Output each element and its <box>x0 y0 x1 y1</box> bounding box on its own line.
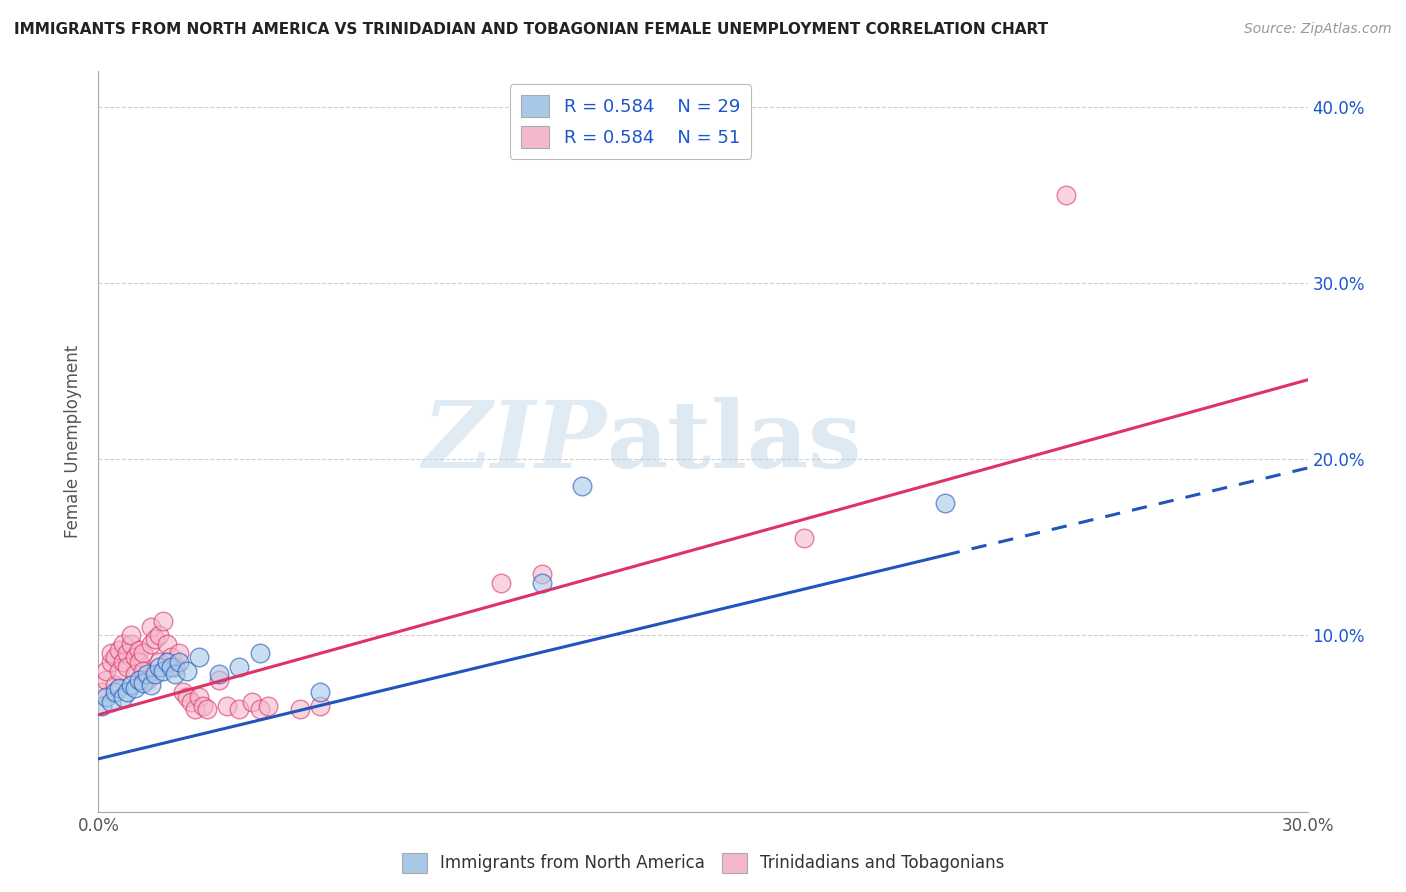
Point <box>249 646 271 660</box>
Point <box>139 678 162 692</box>
Point <box>148 628 170 642</box>
Point <box>111 690 134 705</box>
Point <box>103 685 125 699</box>
Point <box>176 690 198 705</box>
Point <box>167 646 190 660</box>
Point <box>160 660 183 674</box>
Legend: Immigrants from North America, Trinidadians and Tobagonians: Immigrants from North America, Trinidadi… <box>395 847 1011 880</box>
Point <box>135 673 157 687</box>
Text: atlas: atlas <box>606 397 862 486</box>
Point <box>103 678 125 692</box>
Point <box>100 646 122 660</box>
Point <box>172 685 194 699</box>
Point <box>148 660 170 674</box>
Point <box>115 660 138 674</box>
Point <box>152 664 174 678</box>
Point <box>228 660 250 674</box>
Point <box>107 642 129 657</box>
Point <box>100 655 122 669</box>
Point <box>96 664 118 678</box>
Point <box>100 695 122 709</box>
Point <box>107 664 129 678</box>
Point <box>208 673 231 687</box>
Point <box>152 615 174 629</box>
Point <box>139 619 162 633</box>
Point <box>571 478 593 492</box>
Point <box>156 637 179 651</box>
Point <box>793 532 815 546</box>
Point <box>143 632 166 646</box>
Point <box>491 575 513 590</box>
Point <box>120 678 142 692</box>
Point <box>103 649 125 664</box>
Point <box>163 660 186 674</box>
Point <box>128 655 150 669</box>
Point <box>91 698 114 713</box>
Point <box>139 637 162 651</box>
Point <box>128 642 150 657</box>
Point <box>309 698 332 713</box>
Point <box>132 676 155 690</box>
Point <box>530 566 553 581</box>
Point <box>107 681 129 696</box>
Point <box>115 646 138 660</box>
Point <box>217 698 239 713</box>
Point <box>120 637 142 651</box>
Legend: R = 0.584    N = 29, R = 0.584    N = 51: R = 0.584 N = 29, R = 0.584 N = 51 <box>510 84 751 159</box>
Point <box>163 667 186 681</box>
Point <box>148 655 170 669</box>
Point <box>184 702 207 716</box>
Point <box>132 646 155 660</box>
Point <box>128 673 150 687</box>
Point <box>530 575 553 590</box>
Point <box>115 685 138 699</box>
Point <box>111 637 134 651</box>
Point <box>132 664 155 678</box>
Point <box>124 667 146 681</box>
Point <box>193 698 215 713</box>
Point <box>156 655 179 669</box>
Point <box>91 685 114 699</box>
Point <box>120 628 142 642</box>
Point <box>143 667 166 681</box>
Point <box>208 667 231 681</box>
Point <box>188 690 211 705</box>
Point <box>111 655 134 669</box>
Point <box>135 667 157 681</box>
Point <box>124 649 146 664</box>
Point <box>160 649 183 664</box>
Point <box>249 702 271 716</box>
Point <box>96 673 118 687</box>
Text: Source: ZipAtlas.com: Source: ZipAtlas.com <box>1244 22 1392 37</box>
Text: ZIP: ZIP <box>422 397 606 486</box>
Point <box>309 685 332 699</box>
Point <box>228 702 250 716</box>
Point <box>176 664 198 678</box>
Point <box>96 690 118 705</box>
Point <box>195 702 218 716</box>
Point <box>240 695 263 709</box>
Y-axis label: Female Unemployment: Female Unemployment <box>65 345 83 538</box>
Point <box>934 496 956 510</box>
Point <box>288 702 311 716</box>
Point <box>124 681 146 696</box>
Point <box>188 649 211 664</box>
Point <box>167 655 190 669</box>
Point <box>180 695 202 709</box>
Point <box>256 698 278 713</box>
Text: IMMIGRANTS FROM NORTH AMERICA VS TRINIDADIAN AND TOBAGONIAN FEMALE UNEMPLOYMENT : IMMIGRANTS FROM NORTH AMERICA VS TRINIDA… <box>14 22 1049 37</box>
Point <box>1054 187 1077 202</box>
